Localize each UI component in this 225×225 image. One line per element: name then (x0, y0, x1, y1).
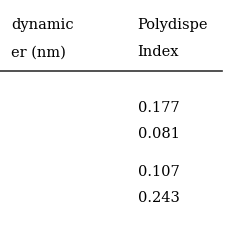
Text: Index: Index (137, 45, 178, 59)
Text: er (nm): er (nm) (11, 45, 66, 59)
Text: Polydispe: Polydispe (137, 18, 207, 32)
Text: 0.107: 0.107 (137, 164, 179, 178)
Text: 0.081: 0.081 (137, 126, 179, 140)
Text: 0.243: 0.243 (137, 190, 179, 204)
Text: 0.177: 0.177 (137, 100, 178, 114)
Text: dynamic: dynamic (11, 18, 73, 32)
